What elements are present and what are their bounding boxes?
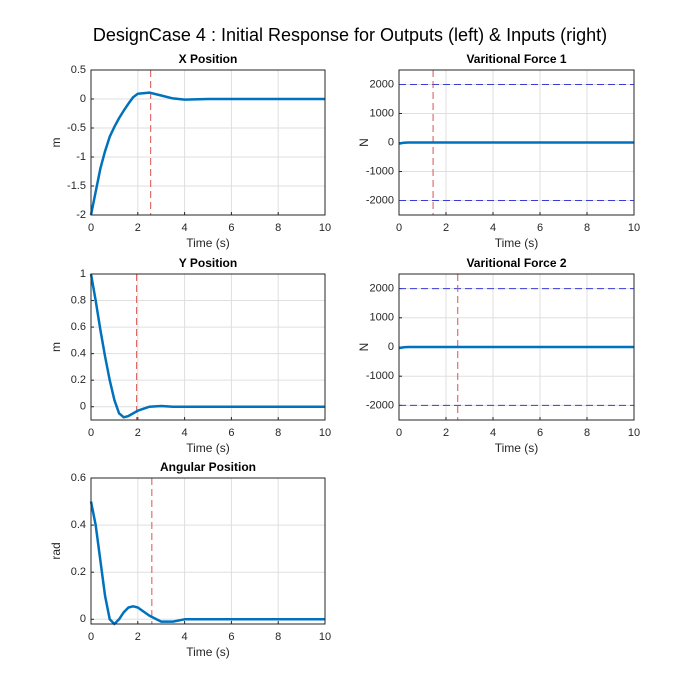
axes-background [91,70,325,215]
y-tick-label: 0.8 [71,294,86,306]
x-tick-label: 10 [319,427,331,439]
axes-title: Varitional Force 2 [466,256,566,270]
x-tick-label: 10 [319,222,331,234]
y-tick-label: 0.2 [71,374,86,386]
x-axis-label: Time (s) [495,236,539,250]
y-tick-label: 0.5 [71,64,86,76]
axes-title: X Position [179,52,238,66]
y-tick-label: 0.4 [71,519,86,531]
x-tick-label: 10 [628,222,640,234]
y-tick-label: 2000 [370,78,394,90]
x-tick-label: 6 [537,427,543,439]
y-tick-label: 0 [80,93,86,105]
line-series [398,141,634,145]
y-tick-label: -2000 [366,399,394,411]
x-tick-label: 0 [88,222,94,234]
y-tick-label: 0.4 [71,348,86,360]
y-tick-label: -0.5 [67,122,86,134]
x-tick-label: 8 [275,631,281,643]
x-tick-label: 2 [135,222,141,234]
figure-title: DesignCase 4 : Initial Response for Outp… [93,25,607,45]
axes-frame [90,69,326,216]
y-tick-label: 2000 [370,283,394,295]
x-tick-label: 8 [275,222,281,234]
x-tick-label: 6 [537,222,543,234]
y-tick-label: -2 [76,209,86,221]
x-axis-label: Time (s) [495,441,539,455]
x-axis-label: Time (s) [186,236,230,250]
y-tick-label: -1 [76,151,86,163]
x-tick-label: 4 [182,222,188,234]
y-axis-label: N [357,343,371,352]
x-tick-label: 0 [396,222,402,234]
x-tick-label: 2 [135,631,141,643]
x-tick-label: 4 [490,222,496,234]
axes-background [91,274,325,420]
line-series [89,501,325,626]
x-tick-label: 8 [584,222,590,234]
line-series [398,345,634,350]
y-axis-label: rad [49,542,63,559]
y-tick-label: 0.2 [71,566,86,578]
x-tick-label: 0 [396,427,402,439]
line-series [89,273,325,419]
axes-frame [398,273,635,421]
y-tick-label: -1000 [366,165,394,177]
x-tick-label: 4 [182,427,188,439]
y-tick-label: 1000 [370,312,394,324]
y-tick-label: 0 [80,401,86,413]
axes-frame [90,477,326,625]
x-tick-label: 0 [88,427,94,439]
y-axis-label: m [49,342,63,352]
axes-title: Varitional Force 1 [466,52,566,66]
y-tick-label: 0 [80,613,86,625]
axes-title: Y Position [179,256,237,270]
axes-frame [90,273,326,421]
x-tick-label: 6 [228,631,234,643]
y-axis-label: m [49,138,63,148]
x-tick-label: 4 [182,631,188,643]
x-axis-label: Time (s) [186,645,230,659]
x-tick-label: 4 [490,427,496,439]
axes-frame [398,69,635,216]
axes-title: Angular Position [160,460,256,474]
x-tick-label: 0 [88,631,94,643]
y-tick-label: 0 [388,136,394,148]
y-tick-label: 0 [388,341,394,353]
x-tick-label: 2 [135,427,141,439]
line-series [89,91,325,216]
axes-background [91,478,325,624]
y-tick-label: -2000 [366,194,394,206]
y-tick-label: 0.6 [71,321,86,333]
y-tick-label: -1.5 [67,180,86,192]
x-tick-label: 2 [443,427,449,439]
x-tick-label: 10 [628,427,640,439]
y-tick-label: 1000 [370,107,394,119]
x-axis-label: Time (s) [186,441,230,455]
x-tick-label: 10 [319,631,331,643]
x-tick-label: 6 [228,427,234,439]
x-tick-label: 6 [228,222,234,234]
x-tick-label: 8 [275,427,281,439]
x-tick-label: 2 [443,222,449,234]
y-tick-label: 1 [80,268,86,280]
x-tick-label: 8 [584,427,590,439]
y-tick-label: -1000 [366,370,394,382]
y-tick-label: 0.6 [71,472,86,484]
y-axis-label: N [357,138,371,147]
